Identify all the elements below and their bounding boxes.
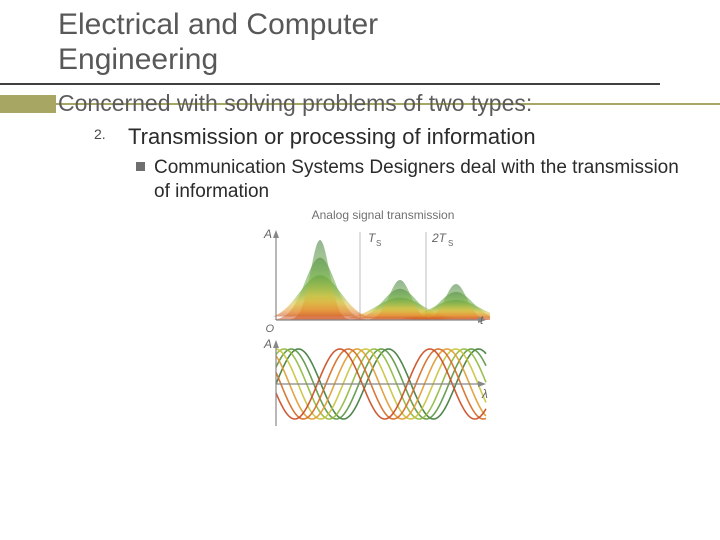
- slide-subtitle: Concerned with solving problems of two t…: [58, 90, 532, 117]
- wave-chart: Aλ: [258, 334, 490, 434]
- svg-text:2T: 2T: [431, 231, 448, 245]
- title-line-1: Electrical and Computer: [58, 8, 378, 41]
- svg-text:A: A: [263, 227, 272, 241]
- list-sub-item: Communication Systems Designers deal wit…: [136, 156, 680, 204]
- slide-title-block: Electrical and Computer Engineering: [0, 0, 660, 85]
- list-item-main: Transmission or processing of informatio…: [128, 124, 680, 150]
- square-bullet-icon: [136, 162, 145, 171]
- signal-diagram: Analog signal transmission AtOTS2TS Aλ: [258, 208, 508, 434]
- list-number: 2.: [94, 126, 106, 142]
- title-line-2: Engineering: [58, 43, 218, 76]
- svg-text:S: S: [448, 239, 453, 248]
- slide-title: Electrical and Computer Engineering: [58, 8, 660, 77]
- content-list: 2. Transmission or processing of informa…: [94, 124, 680, 204]
- diagram-caption: Analog signal transmission: [258, 208, 508, 222]
- accent-block: [0, 95, 56, 113]
- sub-item-text: Communication Systems Designers deal wit…: [154, 157, 679, 202]
- svg-text:O: O: [265, 323, 274, 334]
- svg-text:A: A: [263, 337, 272, 351]
- pulse-chart: AtOTS2TS: [258, 224, 490, 334]
- svg-text:λ: λ: [481, 387, 488, 401]
- svg-text:S: S: [376, 239, 381, 248]
